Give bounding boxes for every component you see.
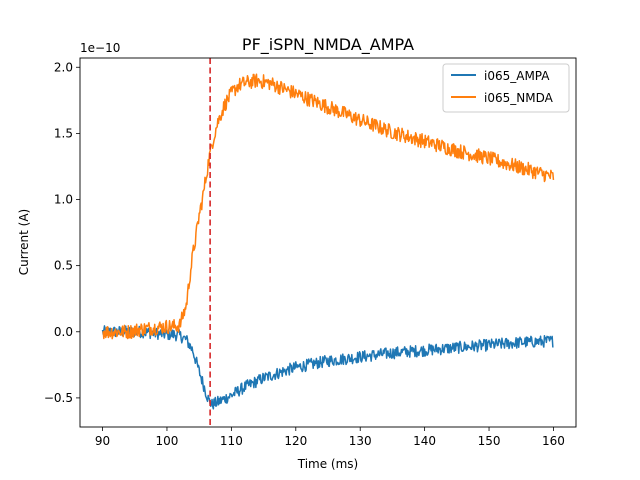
legend-label-nmda: i065_NMDA — [484, 91, 554, 105]
y-tick-label: 0.5 — [54, 259, 73, 273]
x-tick-label: 160 — [542, 434, 565, 448]
series-line-i065-nmda — [102, 73, 555, 340]
y-tick-label: 1.0 — [54, 193, 73, 207]
x-tick-label: 130 — [349, 434, 372, 448]
x-tick-label: 100 — [156, 434, 179, 448]
y-axis: −0.5 0.0 0.5 1.0 1.5 2.0 — [44, 60, 80, 405]
legend-label-ampa: i065_AMPA — [484, 69, 550, 83]
x-tick-label: 110 — [220, 434, 243, 448]
series-layer — [101, 73, 555, 410]
y-axis-label: Current (A) — [17, 209, 31, 275]
x-tick-label: 140 — [413, 434, 436, 448]
legend: i065_AMPA i065_NMDA — [442, 63, 570, 113]
series-line-i065-ampa — [101, 325, 554, 410]
y-offset-label: 1e−10 — [80, 41, 120, 55]
x-axis: 90 100 110 120 130 140 150 160 — [95, 427, 565, 448]
x-tick-label: 90 — [95, 434, 110, 448]
x-axis-label: Time (ms) — [297, 457, 359, 471]
y-tick-label: −0.5 — [44, 391, 73, 405]
chart-title: PF_iSPN_NMDA_AMPA — [242, 35, 414, 55]
y-tick-label: 2.0 — [54, 60, 73, 74]
x-tick-label: 120 — [284, 434, 307, 448]
x-tick-label: 150 — [478, 434, 501, 448]
y-tick-label: 0.0 — [54, 325, 73, 339]
plot-frame — [79, 57, 577, 428]
y-tick-label: 1.5 — [54, 126, 73, 140]
